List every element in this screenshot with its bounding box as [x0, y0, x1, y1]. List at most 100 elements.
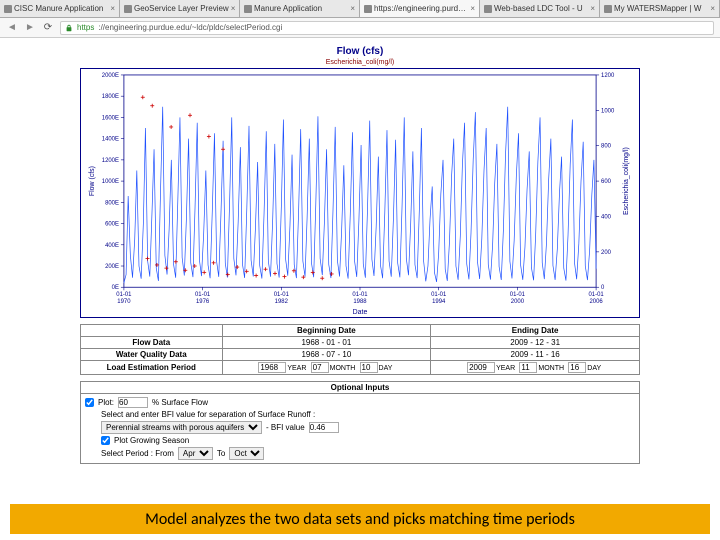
svg-text:1400E: 1400E [102, 137, 119, 143]
browser-tab[interactable]: My WATERSMapper | W × [600, 0, 720, 17]
url-bar[interactable]: https ://engineering.purdue.edu/~ldc/pldc… [60, 21, 714, 35]
table-row: Water Quality Data 1968 - 07 - 10 2009 -… [81, 349, 640, 361]
begin-day-input[interactable] [360, 362, 378, 373]
load-begin-cell: YEAR MONTH DAY [222, 361, 431, 375]
svg-text:01-01: 01-01 [352, 292, 368, 298]
begin-year-input[interactable] [258, 362, 286, 373]
svg-text:200: 200 [601, 250, 612, 256]
begin-month-input[interactable] [311, 362, 329, 373]
chart-title: Flow (cfs) [80, 46, 640, 57]
table-header-row: Beginning Date Ending Date [81, 325, 640, 337]
tab-label: CISC Manure Application [14, 4, 103, 13]
forward-button[interactable]: ► [24, 22, 36, 34]
favicon-icon [4, 5, 12, 13]
svg-text:0: 0 [601, 285, 605, 291]
growing-season-row: Plot Growing Season [101, 436, 635, 445]
svg-text:1200E: 1200E [102, 158, 119, 164]
period-to-select[interactable]: Oct [229, 447, 264, 460]
svg-text:800: 800 [601, 144, 612, 150]
header-blank [81, 325, 223, 337]
browser-tab[interactable]: https://engineering.purd…× [360, 0, 480, 17]
tab-label: My WATERSMapper | W [614, 4, 701, 13]
svg-text:01-01: 01-01 [431, 292, 447, 298]
year-label: YEAR [287, 365, 306, 372]
favicon-icon [244, 5, 252, 13]
table-row: Flow Data 1968 - 01 - 01 2009 - 12 - 31 [81, 337, 640, 349]
browser-tab[interactable]: GeoService Layer Preview× [120, 0, 240, 17]
close-tab-icon[interactable]: × [350, 4, 355, 13]
svg-text:01-01: 01-01 [195, 292, 211, 298]
url-scheme: https [77, 23, 94, 32]
favicon-icon [604, 5, 612, 13]
tab-label: Web-based LDC Tool - U [494, 4, 583, 13]
bfi-select[interactable]: Perennial streams with porous aquifers [101, 421, 262, 434]
url-path: ://engineering.purdue.edu/~ldc/pldc/sele… [98, 23, 282, 32]
svg-text:01-01: 01-01 [116, 292, 132, 298]
growing-season-checkbox[interactable] [101, 436, 110, 445]
bfi-text-row: Select and enter BFI value for separatio… [101, 410, 635, 419]
svg-text:2006: 2006 [589, 299, 603, 305]
svg-text:1982: 1982 [275, 299, 288, 305]
close-tab-icon[interactable]: × [590, 4, 595, 13]
chart-legend: Escherichia_coli(mg/l) [80, 59, 640, 66]
browser-tab-strip: CISC Manure Application×GeoService Layer… [0, 0, 720, 18]
svg-text:1000E: 1000E [102, 179, 119, 185]
browser-toolbar: ◄ ► ⟳ https ://engineering.purdue.edu/~ld… [0, 18, 720, 38]
table-row-load: Load Estimation Period YEAR MONTH DAY YE… [81, 361, 640, 375]
wq-begin: 1968 - 07 - 10 [222, 349, 431, 361]
svg-text:1800E: 1800E [102, 94, 119, 100]
svg-text:Flow (cfs): Flow (cfs) [89, 166, 96, 196]
browser-tab[interactable]: CISC Manure Application × [0, 0, 120, 17]
back-button[interactable]: ◄ [6, 22, 18, 34]
plot-label-a: Plot: [98, 398, 114, 407]
browser-tab[interactable]: Manure Application × [240, 0, 360, 17]
plot-surface-checkbox[interactable] [85, 398, 94, 407]
plot-label-b: % Surface Flow [152, 398, 208, 407]
svg-text:400E: 400E [105, 243, 119, 249]
period-to-label: To [217, 449, 225, 458]
bfi-lbl: - BFI value [266, 423, 305, 432]
favicon-icon [124, 5, 132, 13]
date-range-table: Beginning Date Ending Date Flow Data 196… [80, 324, 640, 375]
end-month-input[interactable] [519, 362, 537, 373]
svg-text:1970: 1970 [117, 299, 131, 305]
browser-tab[interactable]: Web-based LDC Tool - U × [480, 0, 600, 17]
reload-button[interactable]: ⟳ [42, 22, 54, 34]
row-label-flow: Flow Data [81, 337, 223, 349]
close-tab-icon[interactable]: × [110, 4, 115, 13]
year-label: YEAR [496, 365, 515, 372]
day-label: DAY [379, 365, 393, 372]
lock-icon [65, 24, 73, 32]
wq-end: 2009 - 11 - 16 [431, 349, 640, 361]
bfi-value-input[interactable] [309, 422, 339, 433]
month-label: MONTH [538, 365, 564, 372]
svg-text:0E: 0E [112, 285, 119, 291]
svg-text:01-01: 01-01 [510, 292, 526, 298]
close-tab-icon[interactable]: × [710, 4, 715, 13]
slide-caption: Model analyzes the two data sets and pic… [10, 504, 710, 534]
tab-label: Manure Application [254, 4, 322, 13]
header-end: Ending Date [431, 325, 640, 337]
optional-body: Plot: % Surface Flow Select and enter BF… [81, 394, 640, 464]
period-row: Select Period : From Apr To Oct [101, 447, 635, 460]
growing-season-label: Plot Growing Season [114, 436, 189, 445]
svg-text:1988: 1988 [353, 299, 367, 305]
svg-text:600E: 600E [105, 222, 119, 228]
optional-inputs-table: Optional Inputs Plot: % Surface Flow Sel… [80, 381, 640, 464]
optional-header: Optional Inputs [81, 382, 640, 394]
svg-text:1994: 1994 [432, 299, 446, 305]
end-year-input[interactable] [467, 362, 495, 373]
period-label: Select Period : From [101, 449, 174, 458]
period-from-select[interactable]: Apr [178, 447, 213, 460]
flow-end: 2009 - 12 - 31 [431, 337, 640, 349]
tab-label: GeoService Layer Preview [134, 4, 229, 13]
month-label: MONTH [330, 365, 356, 372]
svg-text:01-01: 01-01 [274, 292, 290, 298]
end-day-input[interactable] [568, 362, 586, 373]
close-tab-icon[interactable]: × [470, 4, 475, 13]
bfi-select-row: Perennial streams with porous aquifers -… [101, 421, 635, 434]
svg-text:200E: 200E [105, 264, 119, 270]
plot-pct-input[interactable] [118, 397, 148, 408]
close-tab-icon[interactable]: × [231, 4, 236, 13]
svg-text:600: 600 [601, 179, 612, 185]
